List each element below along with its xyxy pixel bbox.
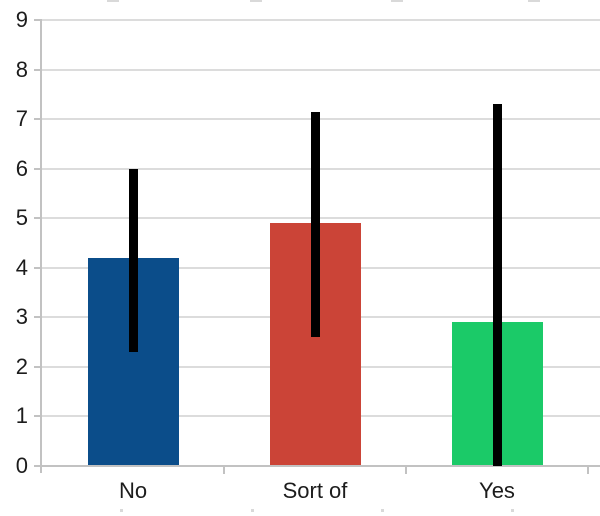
- crop-artifact: [381, 509, 384, 512]
- y-axis-label: 4: [15, 254, 28, 280]
- y-axis-label: 9: [15, 7, 28, 32]
- y-axis-line: [40, 20, 42, 473]
- error-bar-sort-of: [310, 111, 320, 338]
- x-axis-label: No: [118, 478, 148, 503]
- crop-artifact: [511, 509, 514, 512]
- y-axis-label: 1: [15, 403, 28, 429]
- error-bar-no: [128, 168, 138, 352]
- y-axis-label: 0: [15, 453, 28, 478]
- y-axis-label: 7: [15, 106, 28, 132]
- y-axis-tick: [34, 316, 42, 319]
- gridline: [42, 167, 600, 170]
- y-axis-label: 8: [15, 56, 28, 82]
- crop-artifact: [391, 0, 403, 2]
- x-axis-tick: [405, 465, 407, 474]
- x-axis-tick: [223, 465, 225, 474]
- y-axis-tick: [34, 465, 42, 467]
- crop-artifact: [251, 509, 254, 512]
- y-axis-tick: [34, 167, 42, 170]
- x-axis-line: [40, 465, 600, 467]
- y-axis-label: 6: [15, 155, 28, 181]
- error-bar-yes: [492, 104, 502, 466]
- y-axis-label: 5: [15, 205, 28, 231]
- x-axis-tick: [587, 465, 589, 474]
- gridline: [42, 118, 600, 121]
- y-axis-tick: [34, 266, 42, 269]
- crop-artifact: [120, 509, 123, 512]
- y-axis-tick: [34, 217, 42, 220]
- y-axis-label: 3: [15, 304, 28, 330]
- y-axis-tick: [34, 365, 42, 368]
- crop-artifact: [250, 0, 262, 2]
- y-axis-tick: [34, 68, 42, 71]
- y-axis-tick: [34, 118, 42, 121]
- y-axis-tick: [34, 19, 42, 21]
- x-axis-label: Sort of: [282, 478, 348, 503]
- y-axis-label: 2: [15, 353, 28, 379]
- gridline: [42, 217, 600, 220]
- crop-artifact: [528, 0, 540, 2]
- gridline: [42, 68, 600, 71]
- gridline: [42, 19, 600, 21]
- x-axis-label: Yes: [479, 478, 515, 503]
- crop-artifact: [107, 0, 119, 2]
- y-axis-tick: [34, 415, 42, 418]
